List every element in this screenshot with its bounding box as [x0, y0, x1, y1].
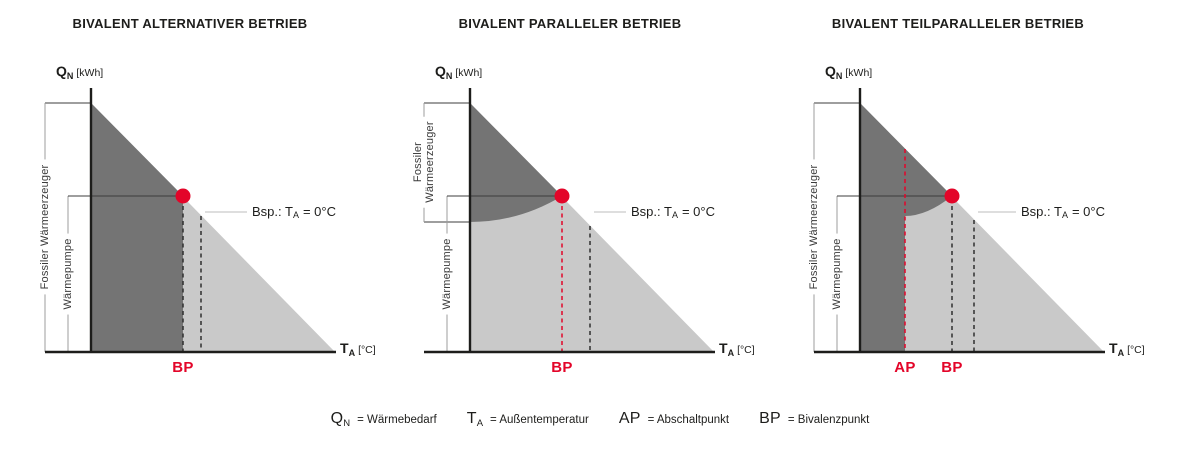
bivalence-point-label: BP — [551, 359, 573, 376]
legend: QN = Wärmebedarf TA = Außentemperatur AP = … — [0, 410, 1200, 429]
y-axis-label: QN [kWh] — [825, 63, 873, 81]
y-axis-symbol: Q — [56, 63, 67, 79]
panel-bivalent-teilparallel: QN [kWh] TA [°C] Fossiler Wärmeerzeuger Wä… — [806, 60, 1189, 405]
bivalence-point-dot — [944, 188, 960, 204]
bivalence-point-label: BP — [941, 359, 963, 376]
legend-item-bp: BP = Bivalenzpunkt — [759, 410, 870, 427]
panel-title-teilparallel: BIVALENT TEILPARALLELER BETRIEB — [831, 16, 1085, 31]
example-temperature-label: Bsp.: TA = 0°C — [631, 204, 715, 220]
heat-pump-label: Wärmepumpe — [60, 233, 76, 315]
bivalence-point-label: BP — [172, 359, 194, 376]
plot-alternativ — [44, 88, 336, 354]
y-axis-symbol: Q — [825, 63, 836, 79]
y-axis-label: QN [kWh] — [435, 63, 483, 81]
example-temperature-label: Bsp.: TA = 0°C — [252, 204, 336, 220]
legend-item-qn: QN = Wärmebedarf — [330, 410, 437, 429]
x-axis-label: TA [°C] — [340, 340, 376, 358]
panel-bivalent-parallel: QN [kWh] TA [°C] Fossiler Wärmeerzeuger Wä… — [410, 60, 799, 405]
cutoff-point-label: AP — [894, 359, 916, 376]
y-axis-label: QN [kWh] — [56, 63, 104, 81]
fossil-generator-label: Fossiler Wärmeerzeuger — [806, 159, 822, 295]
bivalence-point-dot — [175, 188, 191, 204]
legend-item-ta: TA = Außentemperatur — [466, 410, 589, 429]
x-axis-label: TA [°C] — [1109, 340, 1145, 358]
panel-title-alternativ: BIVALENT ALTERNATIVER BETRIEB — [72, 16, 308, 31]
panel-bivalent-alternativ: QN [kWh] TA [°C] Fossiler Wärmeerzeuger Wä… — [37, 60, 420, 405]
heat-pump-label: Wärmepumpe — [439, 233, 455, 315]
fossil-generator-label: Fossiler Wärmeerzeuger — [37, 159, 53, 295]
fossil-area — [860, 103, 952, 352]
fossil-area — [91, 103, 183, 352]
plot-parallel — [423, 88, 715, 354]
x-axis-symbol: T — [1109, 340, 1118, 356]
legend-item-ap: AP = Abschaltpunkt — [618, 410, 730, 427]
x-axis-symbol: T — [719, 340, 728, 356]
plot-teilparallel — [813, 88, 1105, 354]
heat-pump-label: Wärmepumpe — [829, 233, 845, 315]
x-axis-label: TA [°C] — [719, 340, 755, 358]
panel-title-parallel: BIVALENT PARALLELER BETRIEB — [458, 16, 682, 31]
example-temperature-label: Bsp.: TA = 0°C — [1021, 204, 1105, 220]
bivalence-point-dot — [554, 188, 570, 204]
x-axis-symbol: T — [340, 340, 349, 356]
fossil-area — [470, 103, 562, 222]
y-axis-symbol: Q — [435, 63, 446, 79]
fossil-generator-label: Fossiler Wärmeerzeuger — [410, 116, 438, 208]
